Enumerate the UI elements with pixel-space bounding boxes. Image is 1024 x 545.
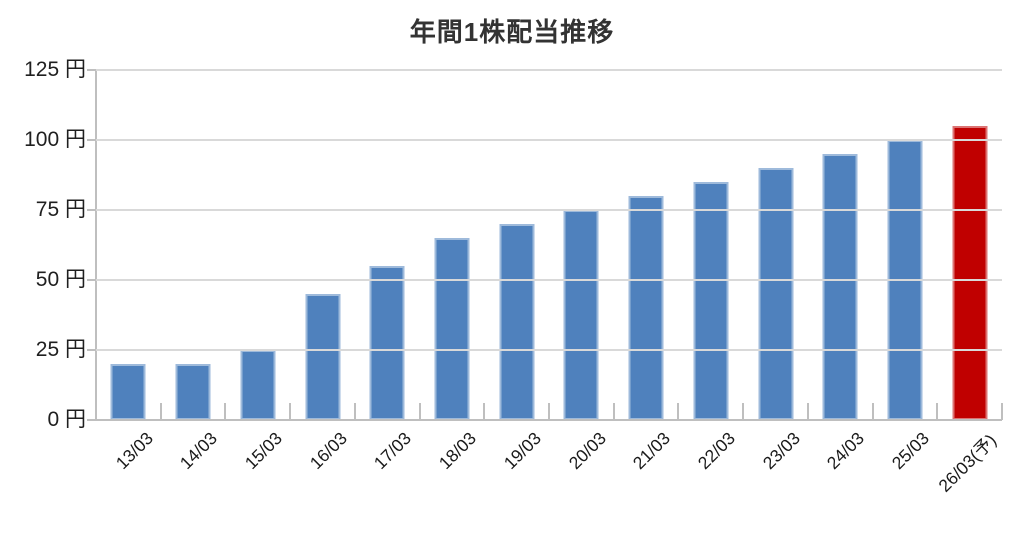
y-axis-labels: 0 円 25 円 50 円 75 円 100 円 125 円 xyxy=(0,59,86,431)
x-tick-label: 16/03 xyxy=(305,428,351,474)
y-tick-label: 0 円 xyxy=(47,408,86,431)
bar-slot xyxy=(549,70,614,420)
y-tick-mark xyxy=(87,69,96,71)
x-tick-mark xyxy=(159,403,162,420)
x-tick-label: 17/03 xyxy=(370,428,416,474)
x-tick-label: 21/03 xyxy=(629,428,675,474)
bar-slot xyxy=(355,70,420,420)
bar-slot xyxy=(290,70,355,420)
bar-slot xyxy=(678,70,743,420)
y-tick-mark xyxy=(87,419,96,421)
x-tick-mark xyxy=(1001,403,1003,420)
x-tick-label: 13/03 xyxy=(111,428,157,474)
bar-17/03 xyxy=(369,266,405,420)
x-tick-mark xyxy=(289,403,292,420)
x-tick-mark xyxy=(418,403,421,420)
x-tick-mark xyxy=(548,403,550,420)
y-tick-mark xyxy=(87,139,96,141)
gridline xyxy=(96,69,1002,71)
bar-23/03 xyxy=(758,168,794,420)
bar-14/03 xyxy=(175,364,211,420)
bar-20/03 xyxy=(563,210,599,420)
bar-slot xyxy=(808,70,873,420)
bar-24/03 xyxy=(822,154,858,420)
x-tick-label: 22/03 xyxy=(693,428,739,474)
bar-slot xyxy=(873,70,938,420)
x-tick-label: 25/03 xyxy=(887,428,934,474)
bar-slot xyxy=(161,70,226,420)
y-tick-label: 75 円 xyxy=(35,198,86,221)
bar-slot xyxy=(96,70,161,420)
x-tick-label: 20/03 xyxy=(564,428,610,474)
plot-area xyxy=(87,69,1003,421)
y-tick-label: 50 円 xyxy=(35,268,86,291)
y-tick-mark xyxy=(87,279,96,281)
bar-slot xyxy=(484,70,549,420)
bar-13/03 xyxy=(110,364,146,420)
y-axis-line xyxy=(95,70,97,420)
x-tick-mark xyxy=(742,403,745,420)
gridline xyxy=(96,139,1002,141)
y-tick-label: 100 円 xyxy=(24,128,86,151)
x-tick-mark xyxy=(806,403,809,420)
bar-15/03 xyxy=(240,350,276,420)
bar-21/03 xyxy=(628,196,664,420)
y-tick-mark xyxy=(87,349,96,351)
x-tick-label: 23/03 xyxy=(758,428,804,474)
chart-title: 年間1株配当推移 xyxy=(409,17,615,47)
bar-26/03(予) xyxy=(952,126,988,420)
gridline xyxy=(96,349,1002,351)
gridline xyxy=(96,209,1002,211)
x-tick-mark xyxy=(871,403,874,420)
y-tick-label: 25 円 xyxy=(35,338,86,361)
x-tick-mark xyxy=(612,403,615,420)
x-tick-label: 19/03 xyxy=(499,428,545,474)
x-tick-label: 26/03(予) xyxy=(934,430,1000,496)
bar-18/03 xyxy=(434,238,470,420)
bar-slot xyxy=(937,70,1002,420)
bar-19/03 xyxy=(499,224,535,420)
bars-container xyxy=(96,70,1002,420)
bar-22/03 xyxy=(693,182,729,420)
x-axis-labels: 13/03 14/03 15/03 16/03 17/03 18/03 19/03 20/03… xyxy=(96,420,1002,545)
x-tick-mark xyxy=(677,403,680,420)
x-tick-label: 15/03 xyxy=(240,428,286,474)
x-tick-mark xyxy=(483,403,486,420)
x-tick-mark xyxy=(353,403,356,420)
y-tick-mark xyxy=(87,209,96,211)
gridline xyxy=(96,279,1002,281)
x-tick-label: 18/03 xyxy=(434,428,481,474)
bar-slot xyxy=(743,70,808,420)
x-tick-mark xyxy=(936,403,939,420)
bar-16/03 xyxy=(305,294,341,420)
y-tick-label: 125 円 xyxy=(24,58,86,81)
bar-slot xyxy=(614,70,679,420)
bar-slot xyxy=(225,70,290,420)
x-tick-mark xyxy=(224,403,227,420)
x-tick-label: 14/03 xyxy=(176,428,222,474)
x-axis-line xyxy=(96,419,1002,421)
bar-slot xyxy=(420,70,485,420)
x-tick-label: 24/03 xyxy=(823,428,869,474)
